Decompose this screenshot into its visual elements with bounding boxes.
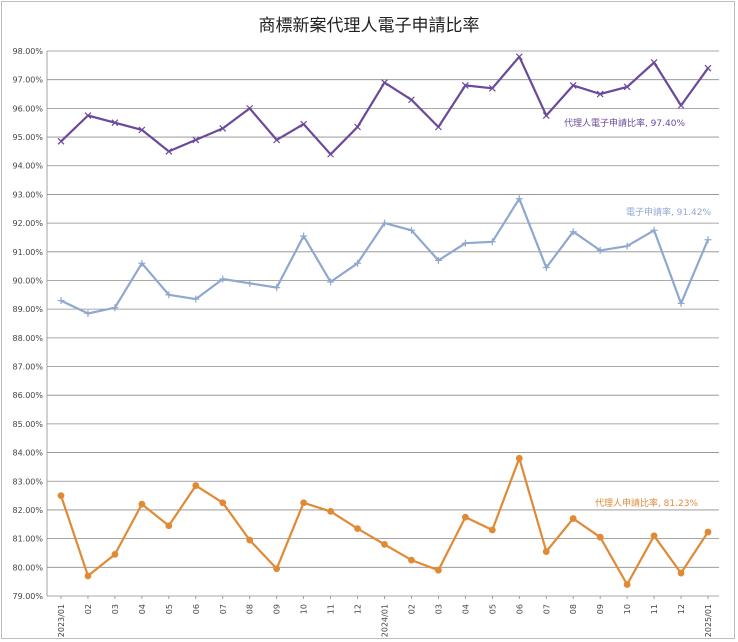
data-point (408, 97, 414, 103)
data-point (678, 300, 685, 307)
data-point (597, 534, 604, 541)
data-point (462, 514, 469, 521)
data-point (58, 138, 64, 144)
series-label: 代理人電子申請比率, 97.40% (564, 117, 685, 129)
data-point (651, 532, 658, 539)
x-tick-label: 04 (461, 604, 470, 614)
x-tick-label: 02 (84, 604, 93, 614)
x-tick-label: 05 (488, 604, 497, 614)
data-point (516, 455, 523, 462)
y-tick-label: 96.00% (12, 104, 43, 113)
x-tick-label: 07 (542, 604, 551, 614)
x-tick-label: 11 (327, 604, 336, 614)
x-tick-label: 08 (569, 604, 578, 614)
x-tick-label: 03 (111, 604, 120, 614)
data-point (624, 581, 631, 588)
data-point (58, 492, 65, 499)
series-label: 代理人申請比率, 81.23% (595, 497, 698, 509)
y-tick-label: 89.00% (12, 305, 43, 314)
chart-title: 商標新案代理人電子申請比率 (259, 16, 480, 36)
y-tick-label: 80.00% (12, 563, 43, 572)
x-tick-label: 02 (407, 604, 416, 614)
data-point (705, 236, 712, 243)
data-point (354, 525, 361, 532)
y-tick-label: 95.00% (12, 133, 43, 142)
y-tick-label: 85.00% (12, 420, 43, 429)
data-point (678, 570, 685, 577)
x-tick-label: 11 (650, 604, 659, 614)
x-tick-label: 2025/01 (704, 604, 713, 637)
data-point (138, 501, 145, 508)
data-point (327, 508, 334, 515)
series-line (61, 458, 708, 584)
x-tick-label: 10 (623, 604, 632, 614)
y-tick-label: 83.00% (12, 477, 43, 486)
data-point (408, 557, 415, 564)
x-tick-label: 09 (596, 604, 605, 614)
x-tick-label: 12 (354, 604, 363, 614)
y-tick-label: 92.00% (12, 219, 43, 228)
x-tick-label: 06 (515, 604, 524, 614)
data-point (651, 59, 657, 65)
gridlines (47, 51, 719, 596)
series-line (61, 199, 708, 314)
y-tick-label: 94.00% (12, 162, 43, 171)
data-point (570, 515, 577, 522)
data-point (705, 529, 712, 536)
data-point (273, 565, 280, 572)
data-point (705, 65, 711, 71)
x-tick-label: 2024/01 (381, 604, 390, 637)
x-tick-label: 03 (434, 604, 443, 614)
y-tick-label: 86.00% (12, 391, 43, 400)
data-point (58, 297, 65, 304)
data-point (328, 151, 334, 157)
y-tick-label: 98.00% (12, 47, 43, 56)
x-tick-label: 08 (246, 604, 255, 614)
x-tick-label: 12 (677, 604, 686, 614)
data-point (246, 280, 253, 287)
x-tick-label: 07 (219, 604, 228, 614)
data-point (678, 103, 684, 109)
y-tick-label: 84.00% (12, 449, 43, 458)
x-tick-label: 05 (165, 604, 174, 614)
x-tick-label: 09 (273, 604, 282, 614)
y-tick-label: 81.00% (12, 535, 43, 544)
data-point (85, 573, 92, 580)
data-point (489, 527, 496, 534)
x-tick-label: 10 (300, 604, 309, 614)
x-tick-label: 2023/01 (57, 604, 66, 637)
data-point (246, 537, 253, 544)
series-line (61, 57, 708, 155)
y-tick-label: 79.00% (12, 592, 43, 601)
y-tick-label: 97.00% (12, 76, 43, 85)
data-point (543, 548, 550, 555)
data-point (84, 310, 91, 317)
series-labels: 代理人電子申請比率, 97.40% 電子申請率, 91.42% 代理人申請比率, 8… (564, 117, 711, 509)
y-tick-label: 93.00% (12, 190, 43, 199)
y-tick-label: 87.00% (12, 363, 43, 372)
x-tick-label: 06 (192, 604, 201, 614)
data-point (300, 499, 307, 506)
series-label: 電子申請率, 91.42% (626, 206, 711, 218)
y-tick-label: 91.00% (12, 248, 43, 257)
data-point (112, 551, 119, 558)
y-axis-ticks: 79.00% 80.00% 81.00% 82.00% 83.00% 84.00% 85.0… (12, 47, 43, 601)
data-point (381, 541, 388, 548)
data-point (219, 499, 226, 506)
data-point (192, 482, 199, 489)
data-point (165, 522, 172, 529)
x-axis-ticks: 2023/01 02 03 04 05 06 07 08 09 10 11 12 2024/01 02 03… (57, 596, 713, 637)
data-point (435, 567, 442, 574)
y-tick-label: 90.00% (12, 276, 43, 285)
y-tick-label: 88.00% (12, 334, 43, 343)
y-tick-label: 82.00% (12, 506, 43, 515)
x-tick-label: 04 (138, 604, 147, 614)
data-point (435, 124, 441, 130)
